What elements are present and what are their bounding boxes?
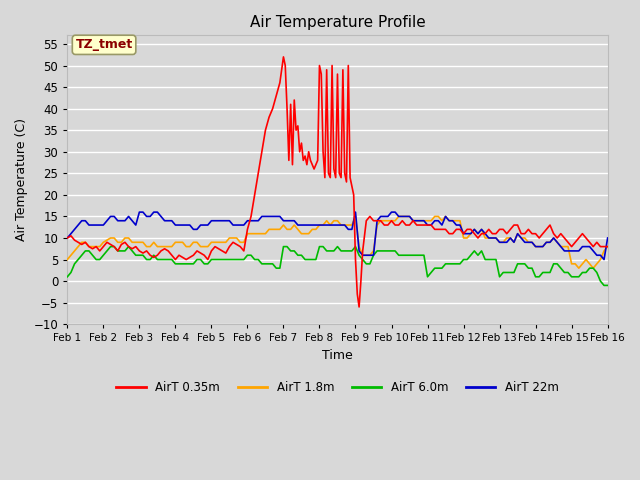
AirT 6.0m bbox=[330, 248, 338, 254]
Line: AirT 22m: AirT 22m bbox=[67, 212, 607, 260]
AirT 0.35m bbox=[63, 235, 71, 241]
AirT 22m bbox=[136, 209, 143, 215]
Y-axis label: Air Temperature (C): Air Temperature (C) bbox=[15, 118, 28, 241]
AirT 0.35m bbox=[287, 101, 294, 107]
AirT 6.0m bbox=[258, 261, 266, 267]
AirT 1.8m bbox=[445, 218, 453, 224]
AirT 6.0m bbox=[63, 274, 71, 280]
AirT 0.35m bbox=[442, 227, 449, 232]
Legend: AirT 0.35m, AirT 1.8m, AirT 6.0m, AirT 22m: AirT 0.35m, AirT 1.8m, AirT 6.0m, AirT 2… bbox=[111, 377, 563, 399]
AirT 1.8m bbox=[254, 231, 262, 237]
AirT 1.8m bbox=[63, 257, 71, 263]
AirT 6.0m bbox=[395, 252, 403, 258]
AirT 1.8m bbox=[409, 218, 417, 224]
AirT 1.8m bbox=[326, 222, 334, 228]
AirT 0.35m bbox=[323, 67, 330, 72]
AirT 6.0m bbox=[107, 244, 115, 250]
AirT 22m bbox=[330, 222, 338, 228]
AirT 1.8m bbox=[600, 248, 608, 254]
Line: AirT 6.0m: AirT 6.0m bbox=[67, 247, 607, 286]
AirT 22m bbox=[600, 257, 608, 263]
AirT 22m bbox=[596, 252, 604, 258]
AirT 1.8m bbox=[351, 214, 359, 219]
AirT 1.8m bbox=[604, 244, 611, 250]
AirT 1.8m bbox=[575, 265, 582, 271]
AirT 22m bbox=[258, 214, 266, 219]
AirT 6.0m bbox=[600, 283, 608, 288]
AirT 22m bbox=[395, 214, 403, 219]
AirT 6.0m bbox=[409, 252, 417, 258]
AirT 0.35m bbox=[342, 179, 350, 185]
AirT 22m bbox=[445, 218, 453, 224]
AirT 6.0m bbox=[445, 261, 453, 267]
AirT 0.35m bbox=[604, 244, 611, 250]
Text: TZ_tmet: TZ_tmet bbox=[76, 38, 132, 51]
AirT 0.35m bbox=[463, 227, 471, 232]
Title: Air Temperature Profile: Air Temperature Profile bbox=[250, 15, 426, 30]
AirT 0.35m bbox=[355, 304, 363, 310]
AirT 22m bbox=[63, 235, 71, 241]
AirT 6.0m bbox=[596, 278, 604, 284]
X-axis label: Time: Time bbox=[322, 349, 353, 362]
AirT 0.35m bbox=[280, 54, 287, 60]
Line: AirT 1.8m: AirT 1.8m bbox=[67, 216, 607, 268]
AirT 6.0m bbox=[604, 283, 611, 288]
AirT 0.35m bbox=[543, 227, 550, 232]
AirT 22m bbox=[604, 235, 611, 241]
Line: AirT 0.35m: AirT 0.35m bbox=[67, 57, 607, 307]
AirT 22m bbox=[409, 218, 417, 224]
AirT 1.8m bbox=[395, 214, 403, 219]
